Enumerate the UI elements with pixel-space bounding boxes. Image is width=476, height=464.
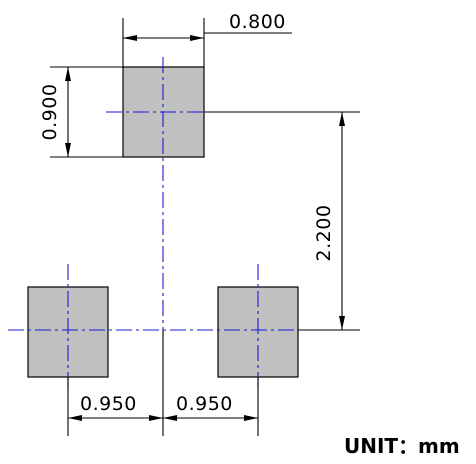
pad-width-dimension: 0.800 <box>122 11 292 67</box>
left-pitch-value: 0.950 <box>80 393 137 415</box>
pad-height-dimension: 0.900 <box>39 66 123 158</box>
pad-width-value: 0.800 <box>229 11 286 33</box>
unit-label: UNIT：mm <box>344 434 460 458</box>
horizontal-pitch-dimensions: 0.950 0.950 <box>67 330 259 436</box>
pad-height-value: 0.900 <box>39 84 61 141</box>
vertical-pitch-dimension: 2.200 <box>204 111 360 331</box>
vertical-pitch-value: 2.200 <box>313 205 335 262</box>
right-pitch-value: 0.950 <box>176 393 233 415</box>
center-lines <box>8 57 316 392</box>
